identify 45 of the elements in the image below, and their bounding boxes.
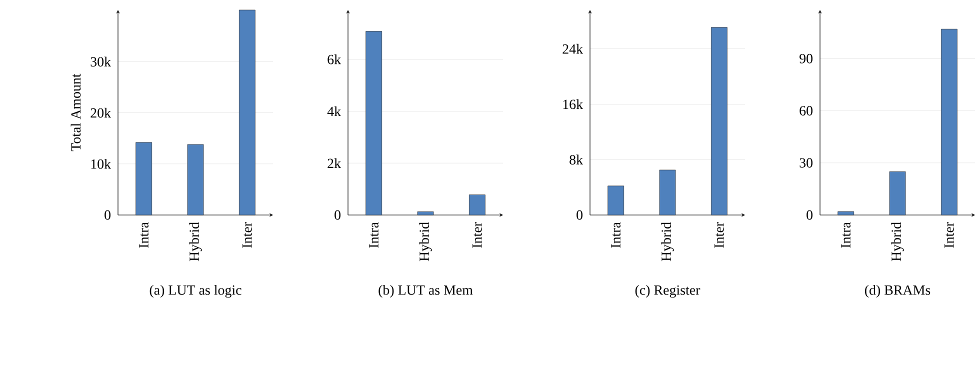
x-axis-title: (a) LUT as logic: [150, 284, 242, 298]
x-tick-label: Inter: [242, 222, 252, 248]
x-axis-title: (d) BRAMs: [864, 284, 930, 298]
bar: [710, 27, 728, 216]
x-tick-label: Inter: [714, 222, 724, 248]
y-tick-label: 4k: [327, 106, 342, 116]
y-tick-label: 24k: [562, 44, 584, 54]
x-tick-label: Intra: [841, 222, 850, 248]
x-tick-label: Inter: [944, 222, 954, 248]
x-axis-title: (c) Register: [635, 284, 700, 298]
y-tick-label: 0: [334, 210, 340, 220]
x-tick-label: Intra: [139, 222, 148, 248]
y-tick-label: 2k: [328, 158, 342, 168]
bar: [608, 186, 624, 216]
bar: [659, 170, 676, 216]
y-axis-title: Total Amount: [70, 74, 81, 152]
y-tick-label: 10k: [91, 158, 112, 169]
x-axis-title: (b) LUT as Mem: [378, 284, 473, 298]
y-tick-label: 90: [800, 54, 812, 64]
bar: [468, 194, 486, 216]
y-tick-label: 30k: [90, 56, 112, 67]
y-tick-label: 60: [800, 106, 812, 116]
bar: [366, 31, 382, 216]
x-tick-label: Hybrid: [419, 222, 432, 262]
x-tick-label: Intra: [611, 222, 620, 248]
x-tick-label: Hybrid: [189, 222, 202, 262]
y-tick-label: 0: [576, 210, 582, 220]
y-tick-label: 16k: [563, 99, 584, 110]
y-tick-label: 20k: [90, 108, 112, 118]
bar: [136, 142, 152, 216]
x-tick-label: Hybrid: [661, 222, 674, 262]
bar: [417, 211, 434, 216]
y-tick-label: 0: [104, 210, 110, 220]
bar: [187, 144, 204, 216]
y-tick-label: 30: [800, 158, 812, 168]
bar: [238, 10, 256, 216]
y-tick-label: 6k: [328, 54, 342, 64]
bar: [889, 171, 906, 216]
x-tick-label: Inter: [472, 222, 482, 248]
y-tick-label: 0: [806, 210, 812, 220]
x-tick-label: Intra: [369, 222, 378, 248]
bar: [838, 211, 854, 216]
y-tick-label: 8k: [570, 154, 584, 165]
bar: [940, 28, 958, 216]
x-tick-label: Hybrid: [891, 222, 904, 262]
